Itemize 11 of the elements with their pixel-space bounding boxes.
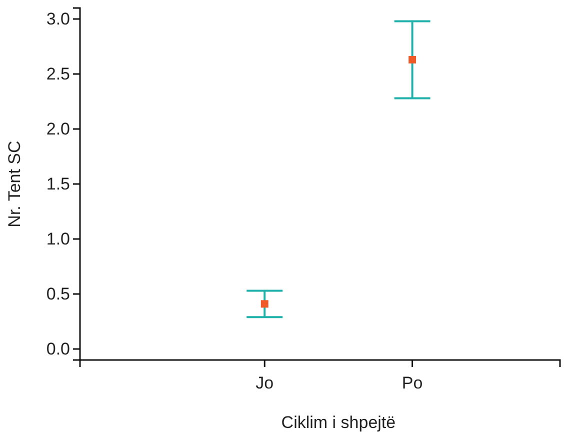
y-tick-label: 1.0 xyxy=(46,229,70,248)
y-tick-label: 3.0 xyxy=(46,9,70,28)
y-tick-label: 2.0 xyxy=(46,119,70,138)
y-tick-label: 0.0 xyxy=(46,339,70,358)
x-axis-title: Ciklim i shpejtë xyxy=(281,413,396,432)
x-tick-label: Jo xyxy=(256,374,274,393)
y-axis-title: Nr. Tent SC xyxy=(5,140,24,228)
y-tick-label: 2.5 xyxy=(46,64,70,84)
x-tick-label: Po xyxy=(402,374,423,393)
y-tick-label: 1.5 xyxy=(46,174,70,194)
y-tick-label: 0.5 xyxy=(46,284,70,304)
